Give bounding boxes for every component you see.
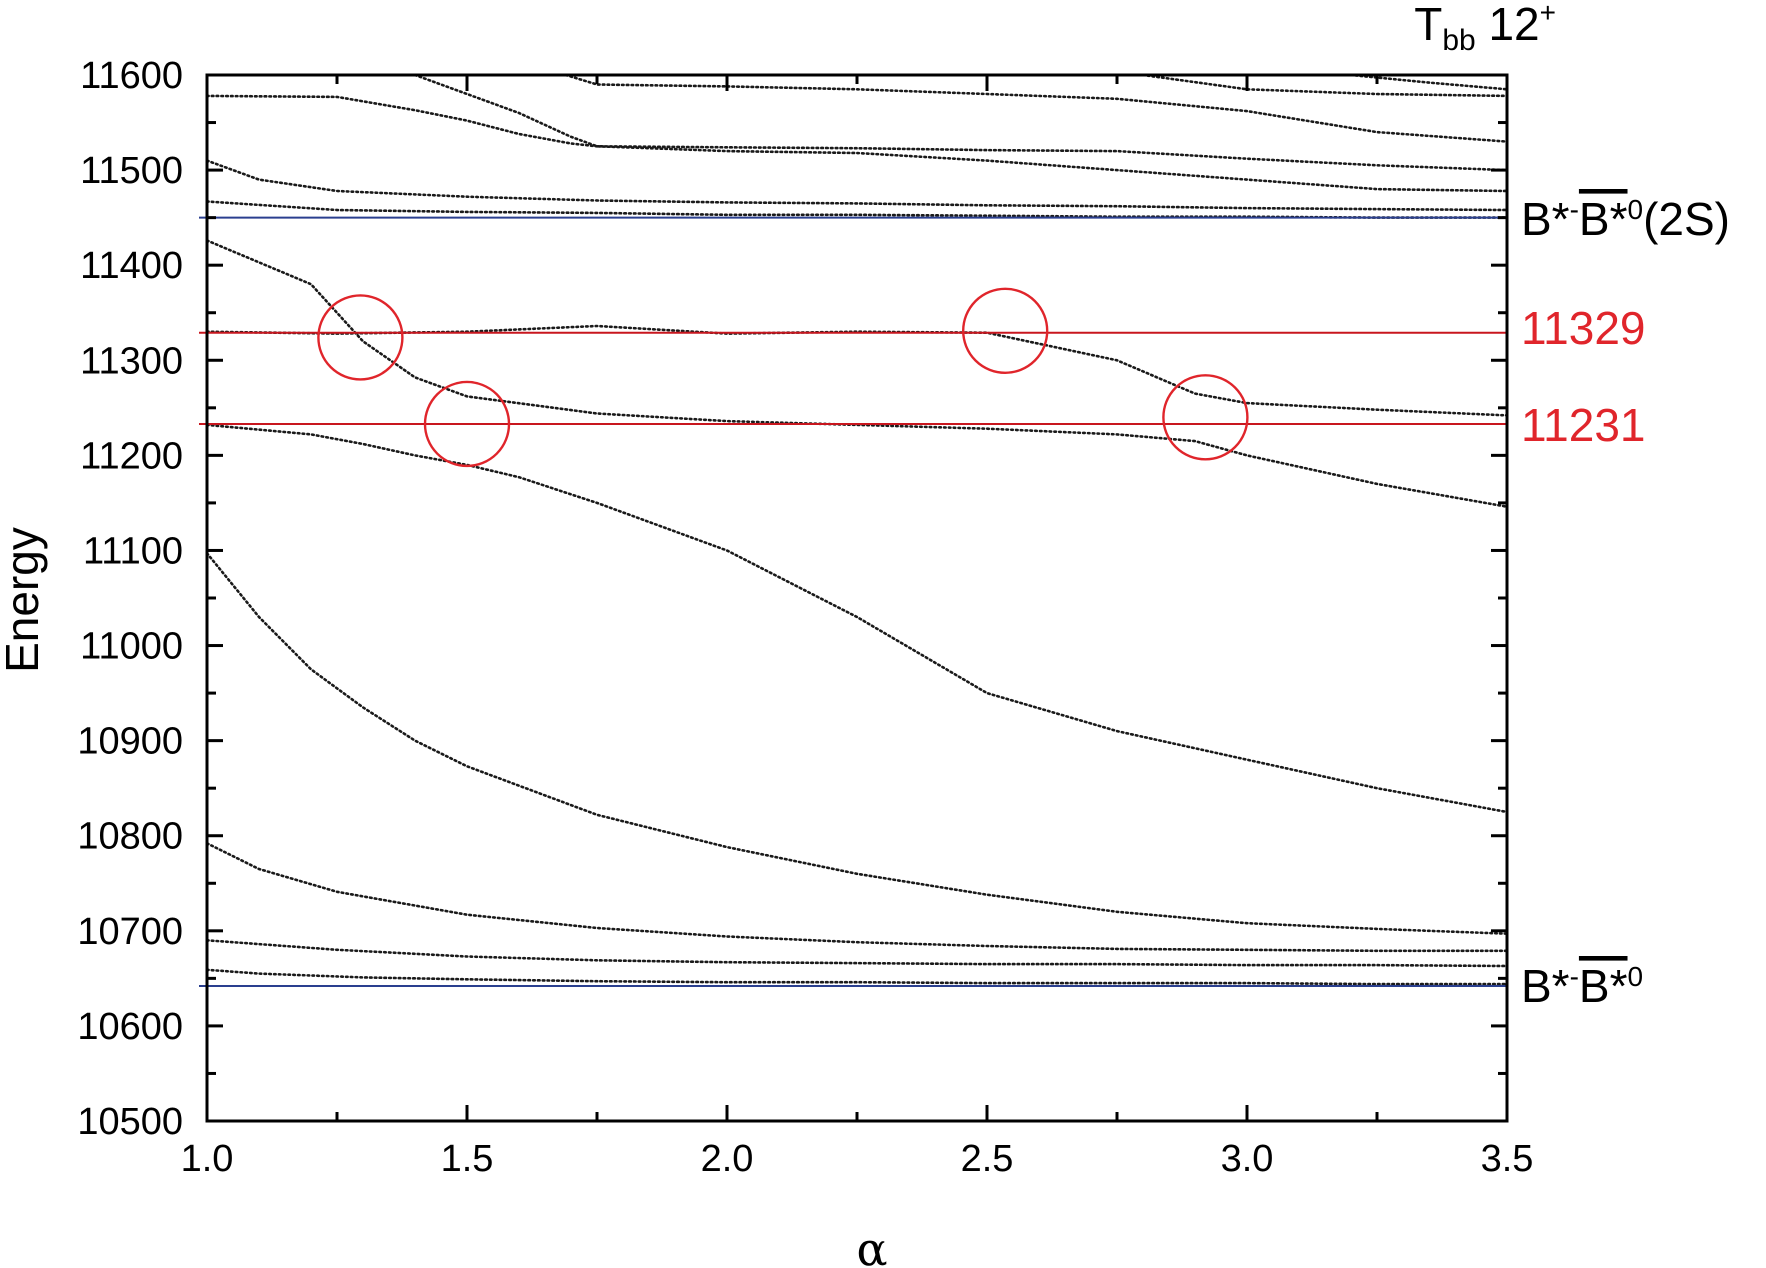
series-line-12: [564, 73, 1509, 143]
series-layer: [205, 73, 1509, 986]
title-sub: bb: [1442, 24, 1475, 57]
y-tick-label: 11300: [80, 340, 183, 382]
chart-title: Tbb 12+: [1414, 0, 1556, 57]
series-line-5: [205, 423, 1509, 814]
crossing-circles: [317, 287, 1249, 468]
y-tick-label: 11000: [80, 626, 183, 668]
crossing-circle-1: [317, 294, 404, 381]
series-line-2: [205, 938, 1509, 968]
threshold-labels: B*-B*0(2S) B*-B*0 11329 11231: [1521, 193, 1730, 1012]
y-tick-label: 11600: [80, 55, 183, 97]
threshold-label-2s: B*-B*0(2S): [1521, 193, 1730, 245]
y-tick-label: 10600: [77, 1006, 183, 1048]
y-axis-label: Energy: [0, 527, 48, 673]
y-tick-label: 10500: [77, 1101, 183, 1143]
y-tick-label: 10800: [77, 816, 183, 858]
series-line-1: [205, 968, 1509, 986]
series-line-14: [1349, 73, 1509, 91]
axes: 1.0 1.5 2.0 2.5 3.0 3.5 10500 10600 10700 10800 10…: [77, 55, 1533, 1180]
crossing-circle-3: [962, 287, 1049, 374]
y-tick-label: 11500: [80, 150, 183, 192]
x-tick-label: 3.5: [1481, 1138, 1534, 1180]
series-line-11: [205, 94, 1509, 172]
title-rest: 12: [1476, 0, 1540, 50]
threshold-label-ground: B*-B*0: [1521, 960, 1643, 1012]
y-tick-label: 10900: [77, 721, 183, 763]
series-line-9: [205, 159, 1509, 212]
x-axis-label: α: [856, 1222, 887, 1268]
crossing-circle-2: [423, 380, 511, 468]
series-line-10: [413, 73, 1509, 193]
y-tick-label: 11400: [80, 245, 183, 287]
x-tick-label: 3.0: [1221, 1138, 1274, 1180]
x-tick-label: 2.5: [961, 1138, 1014, 1180]
y-tick-label: 11200: [80, 435, 183, 477]
x-tick-label: 1.5: [441, 1138, 494, 1180]
y-tick-label: 11100: [83, 530, 183, 572]
level-label-11231: 11231: [1521, 399, 1646, 451]
series-line-3: [205, 841, 1509, 953]
y-tick-label: 10700: [77, 911, 183, 953]
series-line-6: [205, 239, 1509, 509]
title-sup: +: [1540, 0, 1556, 28]
level-label-11329: 11329: [1521, 302, 1646, 354]
x-tick-label: 2.0: [701, 1138, 754, 1180]
title-main: T: [1414, 0, 1442, 50]
crossing-circle-4: [1162, 374, 1249, 461]
series-line-13: [1141, 73, 1509, 98]
threshold-layer: [199, 216, 1507, 987]
series-line-4: [205, 551, 1509, 936]
x-tick-label: 1.0: [181, 1138, 234, 1180]
